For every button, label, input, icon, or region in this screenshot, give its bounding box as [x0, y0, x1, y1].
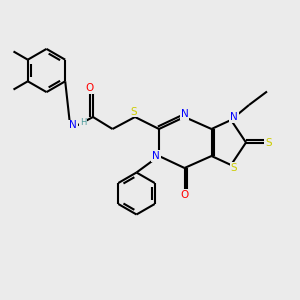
Text: S: S [265, 137, 272, 148]
Text: N: N [152, 151, 160, 161]
Text: H: H [80, 118, 86, 127]
Text: O: O [85, 83, 94, 94]
Text: N: N [181, 109, 188, 119]
Text: S: S [130, 106, 137, 117]
Text: O: O [180, 190, 189, 200]
Text: N: N [230, 112, 238, 122]
Text: S: S [231, 163, 237, 173]
Text: N: N [69, 120, 77, 130]
